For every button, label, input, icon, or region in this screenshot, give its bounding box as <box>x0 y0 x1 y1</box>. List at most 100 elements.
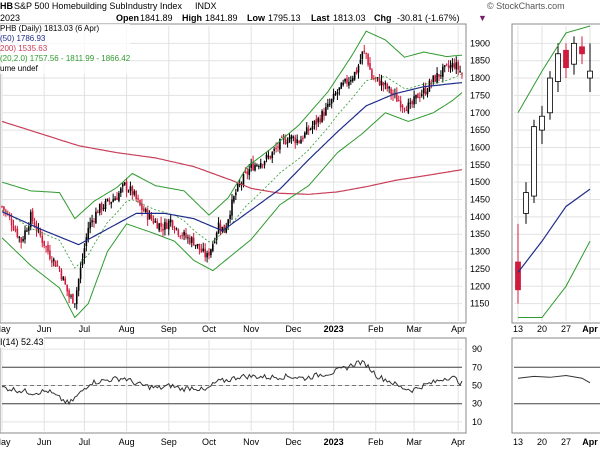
price-axis-tick-label: 1600 <box>470 142 490 152</box>
side-candle <box>579 36 585 65</box>
date-axis-tick-label: Aug <box>119 324 135 334</box>
ohlc-bar-body <box>340 82 343 89</box>
ohlc-bar-body <box>357 65 360 73</box>
legend-sma200: 200) 1535.63 <box>0 44 48 53</box>
ohlc-bar-body <box>258 166 260 168</box>
ohlc-bar-body <box>238 183 241 186</box>
ohlc-bar-body <box>79 267 82 280</box>
ohlc-bar-body <box>215 232 218 240</box>
ohlc-bar <box>321 109 323 123</box>
ohlc-bar <box>288 133 291 143</box>
ohlc-bar-body <box>192 237 195 246</box>
low-value: 1795.13 <box>268 13 301 23</box>
ohlc-bar-body <box>443 65 446 67</box>
ohlc-bar <box>135 190 137 202</box>
ohlc-bar-body <box>156 221 159 229</box>
ohlc-bar <box>273 146 275 155</box>
ohlc-bar-body <box>401 105 404 108</box>
ohlc-bar <box>175 227 178 231</box>
ohlc-bar-body <box>208 251 210 256</box>
ohlc-bar <box>417 93 419 99</box>
ohlc-bar <box>194 244 197 250</box>
ohlc-bar <box>8 212 11 221</box>
ohlc-bar <box>263 160 266 169</box>
ohlc-bar <box>1 205 3 209</box>
chg-label: Chg <box>374 13 392 23</box>
ohlc-bar-body <box>275 148 277 150</box>
ohlc-bar-body <box>256 164 258 166</box>
side-candle-body <box>539 115 545 131</box>
ohlc-bar-body <box>83 248 86 259</box>
ohlc-bar-body <box>33 222 36 227</box>
ohlc-bar <box>118 190 120 203</box>
ohlc-bar-body <box>175 227 178 229</box>
side-date-tick-label: Apr <box>582 324 598 334</box>
ohlc-bar-body <box>120 188 122 194</box>
ohlc-bar <box>208 248 210 260</box>
ohlc-bar <box>131 185 134 200</box>
price-overlays <box>1 30 463 319</box>
ohlc-bar-body <box>246 171 249 175</box>
ohlc-bar <box>158 222 160 233</box>
ohlc-bar <box>319 114 321 125</box>
ohlc-bar-body <box>403 108 406 110</box>
ohlc-bar <box>231 193 233 220</box>
date-axis-tick-label: Feb <box>368 324 384 334</box>
ohlc-bar <box>388 85 390 94</box>
ohlc-bar-body <box>411 101 413 105</box>
ohlc-bar-body <box>346 78 348 84</box>
ohlc-bar-body <box>447 65 450 68</box>
ohlc-bar <box>311 120 314 134</box>
price-axis-tick-label: 1250 <box>470 264 490 274</box>
side-candle-body <box>555 53 561 82</box>
ohlc-bar-body <box>72 294 74 304</box>
ohlc-bar <box>453 58 456 70</box>
price-axis-tick-label: 1450 <box>470 195 490 205</box>
price-axis-tick-label: 1400 <box>470 212 490 222</box>
ohlc-bar-body <box>123 182 126 185</box>
ohlc-bar-body <box>386 83 389 89</box>
ohlc-bar-body <box>81 258 84 266</box>
ohlc-bar <box>384 80 387 90</box>
ohlc-bar <box>229 210 231 224</box>
price-axis-tick-label: 1350 <box>470 229 490 239</box>
ohlc-bar-body <box>317 117 320 123</box>
ohlc-bar-body <box>363 50 366 52</box>
ohlc-bar <box>282 134 285 145</box>
ohlc-bar-body <box>332 93 335 100</box>
ohlc-bar-body <box>350 80 352 82</box>
ohlc-bar <box>325 102 327 117</box>
side-rsi-date-tick-label: 20 <box>537 437 547 447</box>
ohlc-bar-body <box>233 196 235 202</box>
price-axis-tick-label: 1650 <box>470 125 490 135</box>
rsi-date-axis-tick-label: Oct <box>202 437 217 447</box>
legend-daily: PHB (Daily) 1813.03 (6 Apr) <box>0 24 100 33</box>
ohlc-bar-body <box>1 206 3 208</box>
ohlc-bar-body <box>225 226 228 233</box>
ohlc-bar <box>97 209 99 214</box>
ohlc-bar-body <box>227 219 229 227</box>
ohlc-bar-body <box>60 269 63 280</box>
ohlc-bar-body <box>187 237 189 239</box>
ohlc-bar-body <box>97 211 99 214</box>
chart-header: HB S&P 500 Homebuilding SubIndustry Inde… <box>0 0 600 30</box>
ohlc-bar <box>290 134 293 144</box>
ohlc-bar-body <box>242 174 245 186</box>
ohlc-bar-body <box>302 137 304 140</box>
ohlc-bar <box>265 152 268 163</box>
ohlc-bar <box>271 151 274 164</box>
sma50-line <box>1 82 463 246</box>
ohlc-bar <box>213 237 216 244</box>
ohlc-bar-body <box>183 231 185 236</box>
ohlc-bar <box>26 227 28 233</box>
ohlc-bar-body <box>18 236 21 238</box>
rsi-date-axis-tick-label: Nov <box>243 437 260 447</box>
ohlc-bar-body <box>70 295 72 297</box>
ohlc-bar <box>258 164 260 170</box>
ohlc-bar-body <box>311 125 314 130</box>
ohlc-bar-body <box>298 140 300 143</box>
ohlc-bar <box>407 98 410 115</box>
ohlc-bar-body <box>127 191 130 193</box>
ohlc-bar-body <box>12 225 15 230</box>
ohlc-bar <box>365 52 367 59</box>
